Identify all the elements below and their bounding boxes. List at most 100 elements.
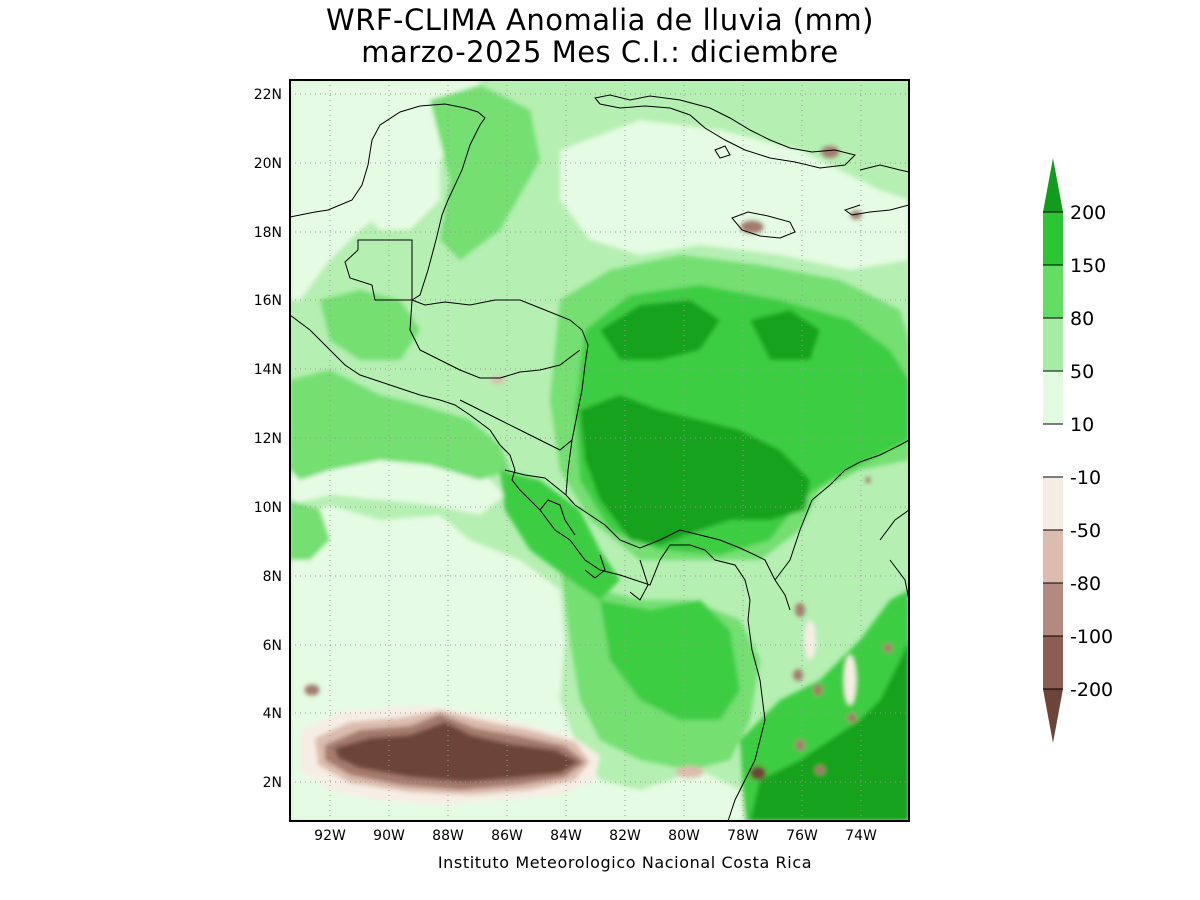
anomaly-spot-negative <box>815 765 825 775</box>
anomaly-spot-negative <box>304 684 320 696</box>
anomaly-zone-green-west-pacific-blob <box>290 500 330 560</box>
colorbar-label: -10 <box>1070 467 1101 489</box>
lat-tick-label: 4N <box>263 706 282 722</box>
anomaly-zone-green-gulf-band <box>430 85 540 260</box>
anomaly-spot-negative <box>850 210 862 220</box>
lon-tick-label: 82W <box>609 828 641 844</box>
lon-tick-label: 92W <box>314 828 346 844</box>
coastline-costa-rica-panama-caribbean <box>565 494 776 581</box>
coastline-nicaragua-caribbean <box>565 344 589 496</box>
lat-tick-label: 20N <box>254 156 282 172</box>
colorbar-segment <box>1043 212 1063 265</box>
border-nicaragua-costa-rica <box>504 469 567 496</box>
anomaly-spot-negative <box>795 739 805 751</box>
colorbar-segment <box>1043 371 1063 424</box>
lat-tick-label: 12N <box>254 431 282 447</box>
coastline-colombia-caribbean <box>774 439 909 581</box>
colorbar-segment <box>1043 636 1063 689</box>
anomaly-zone-light-yucatan <box>350 140 440 230</box>
coastline-south-america-east <box>879 509 909 601</box>
coastline-osa-peninsula <box>584 554 606 579</box>
colorbar-ticks <box>1043 211 1063 690</box>
border-central-america <box>409 299 581 379</box>
lat-tick-label: 10N <box>254 500 282 516</box>
colorbar-segment <box>1043 477 1063 530</box>
anomaly-spot-negative <box>813 684 823 696</box>
lon-tick-label: 80W <box>668 828 700 844</box>
lon-tick-label: 78W <box>727 828 759 844</box>
map-title-line2: marzo-2025 Mes C.I.: diciembre <box>361 35 839 69</box>
anomaly-spot-negative <box>865 477 871 483</box>
anomaly-zone-strong-isthmus <box>500 470 620 600</box>
latitude-axis: 22N 20N 18N 16N 14N 12N 10N 8N 6N 4N 2N <box>254 87 282 791</box>
colorbar-label: -50 <box>1070 520 1101 542</box>
colorbar-label: -80 <box>1070 573 1101 595</box>
lon-tick-label: 88W <box>432 828 464 844</box>
coastline-gulf-of-nicoya <box>539 499 576 536</box>
colorbar-top-arrow <box>1043 158 1063 212</box>
colorbar-label: 80 <box>1070 308 1094 330</box>
border-panama-colombia <box>774 579 791 611</box>
coastline-hispaniola <box>843 164 909 216</box>
anomaly-spot-negative <box>821 146 839 158</box>
colorbar-segment <box>1043 424 1063 477</box>
map-gridlines <box>290 80 909 821</box>
colorbar-segment <box>1043 318 1063 371</box>
colorbar-label: 10 <box>1070 414 1094 436</box>
anomaly-spot-near-zero <box>844 655 856 705</box>
anomaly-spot-negative <box>740 220 764 234</box>
lon-tick-label: 76W <box>786 828 818 844</box>
colorbar-label: 150 <box>1070 255 1106 277</box>
anomaly-spot-negative <box>795 603 805 617</box>
lat-tick-label: 2N <box>263 775 282 791</box>
anomaly-zone-max-caribbean <box>580 395 810 545</box>
anomaly-spot-negative <box>750 766 766 780</box>
anomaly-zone-green-west <box>290 370 510 480</box>
lat-tick-label: 18N <box>254 225 282 241</box>
colorbar-segment <box>1043 530 1063 583</box>
anomaly-zone-light-east-pacific <box>290 560 540 700</box>
anomaly-spot-negative <box>883 643 893 653</box>
coastline-belize-honduras <box>411 299 589 346</box>
anomaly-zone-green-guatemala <box>320 290 420 360</box>
anomaly-spot-negative <box>847 713 857 723</box>
map-panel <box>290 80 909 821</box>
anomaly-zone-strong-panama-south <box>600 600 740 720</box>
colorbar-segment <box>1043 265 1063 318</box>
anomaly-spot-negative <box>676 766 704 778</box>
institution-credit: Instituto Meteorologico Nacional Costa R… <box>437 853 813 872</box>
lat-tick-label: 22N <box>254 87 282 103</box>
lon-tick-label: 90W <box>373 828 405 844</box>
lon-tick-label: 84W <box>550 828 582 844</box>
lat-tick-label: 6N <box>263 638 282 654</box>
anomaly-spot-negative <box>793 669 803 681</box>
longitude-axis: 92W 90W 88W 86W 84W 82W 80W 78W 76W 74W <box>314 828 877 844</box>
colorbar-bottom-arrow <box>1043 689 1063 743</box>
coastline-mexico-yucatan <box>290 103 486 301</box>
colorbar-label: -200 <box>1070 679 1113 701</box>
coastline-pacific-central <box>290 314 766 821</box>
coastline-cuba <box>594 94 856 169</box>
anomaly-zone-negative-max <box>335 722 578 782</box>
map-title-line1: WRF-CLIMA Anomalia de lluvia (mm) <box>326 3 874 37</box>
lon-tick-label: 86W <box>491 828 523 844</box>
lat-tick-label: 14N <box>254 362 282 378</box>
colorbar-label: -100 <box>1070 626 1113 648</box>
lat-tick-label: 16N <box>254 293 282 309</box>
colorbar: 200 150 80 50 10 -10 -50 -80 -100 -200 <box>1043 158 1113 743</box>
border-guatemala-mexico <box>344 239 413 301</box>
anomaly-zone-light-caribbean-north <box>560 120 909 270</box>
colorbar-label: 50 <box>1070 361 1094 383</box>
coastline-jamaica <box>731 211 796 239</box>
coastline-isla-de-la-juventud <box>714 145 731 159</box>
colorbar-segment <box>1043 583 1063 636</box>
coastlines <box>290 94 909 821</box>
coastline-azuero <box>629 559 649 601</box>
anomaly-field <box>290 80 909 821</box>
lon-tick-label: 74W <box>845 828 877 844</box>
colorbar-label: 200 <box>1070 202 1106 224</box>
lat-tick-label: 8N <box>263 569 282 585</box>
border-honduras-nicaragua <box>459 399 573 451</box>
anomaly-zone-max-honduras-coast <box>600 300 720 360</box>
